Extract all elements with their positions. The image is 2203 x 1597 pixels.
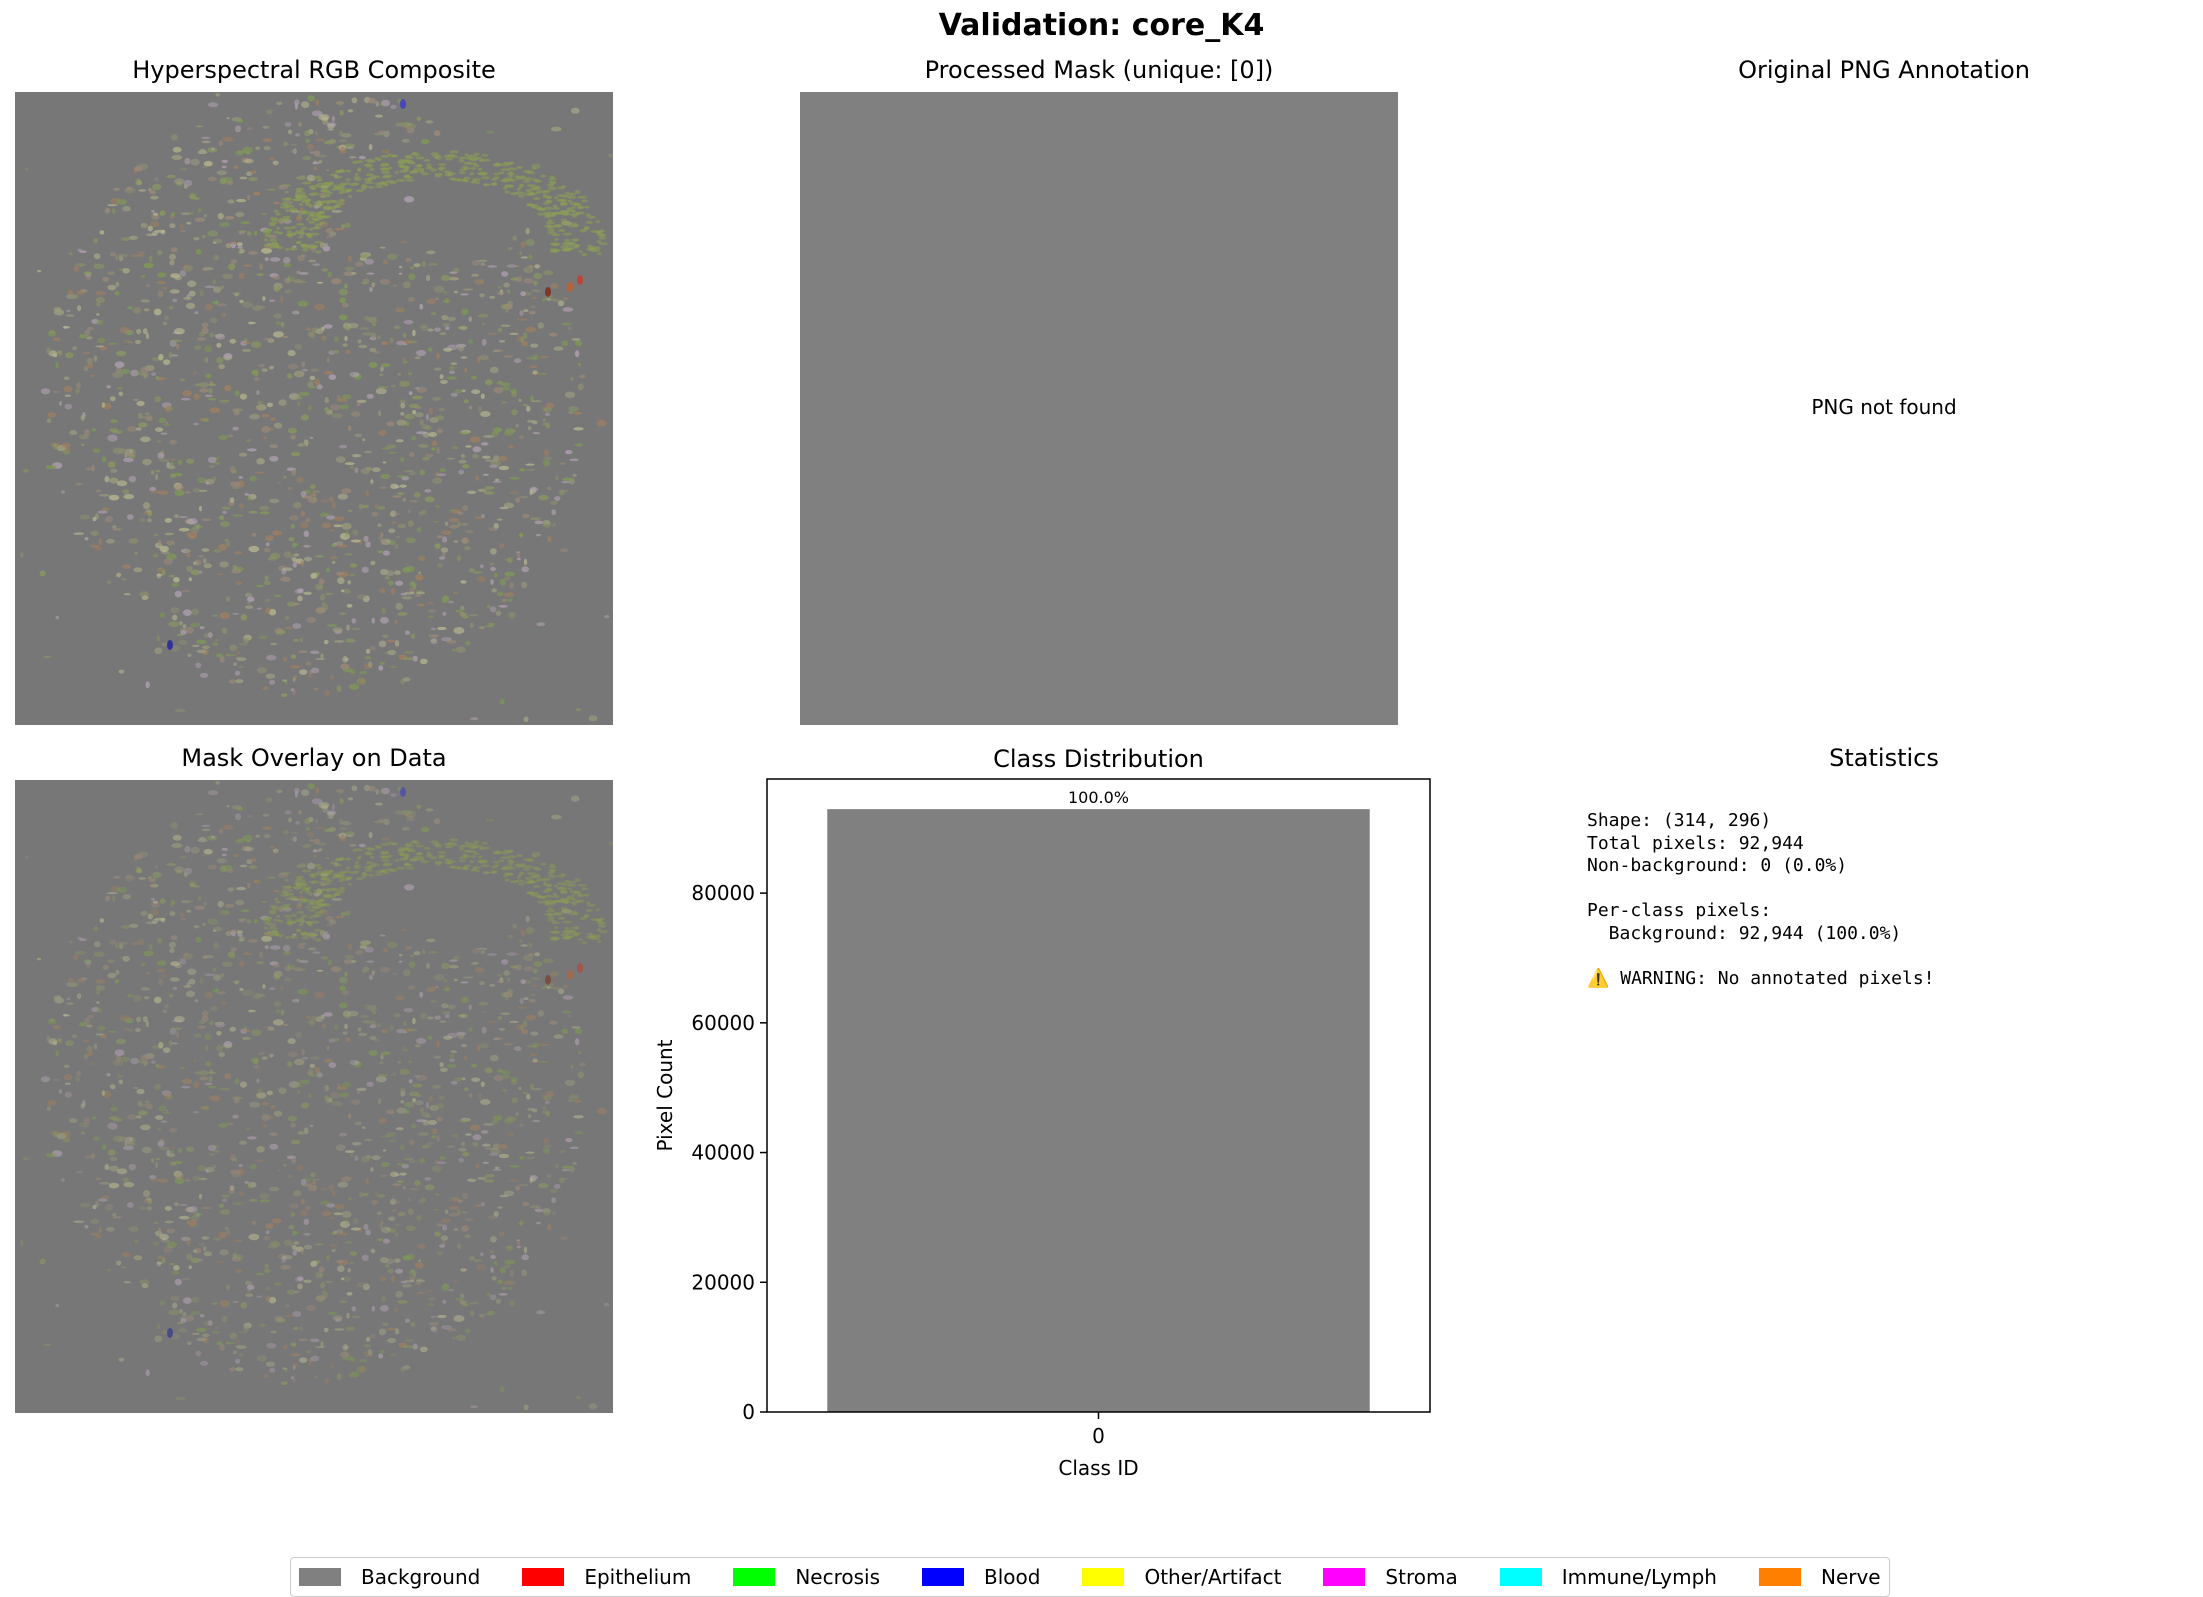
statistics-text: Shape: (314, 296) Total pixels: 92,944 N…: [1587, 810, 1935, 990]
legend-swatch: [922, 1568, 964, 1586]
png-not-found-message: PNG not found: [1811, 395, 1957, 419]
legend-label: Necrosis: [795, 1565, 880, 1589]
class-distribution-chart: Class Distribution 100.0% 0 0 20000 40000 6000…: [653, 745, 1431, 1480]
legend-swatch: [733, 1568, 776, 1586]
stat-shape: Shape: (314, 296): [1587, 810, 1772, 831]
y-tick-label: 60000: [691, 1011, 755, 1035]
legend-swatch: [1499, 1568, 1542, 1586]
figure-title: Validation: core_K4: [938, 8, 1265, 43]
stat-total-pixels: Total pixels: 92,944: [1587, 832, 1804, 854]
legend-swatch: [299, 1568, 341, 1586]
legend-item-blood: Blood: [922, 1565, 1040, 1589]
legend-item-epithelium: Epithelium: [522, 1565, 691, 1589]
stat-per-class-header: Per-class pixels:: [1587, 900, 1772, 921]
legend-label: Nerve: [1820, 1565, 1881, 1589]
legend-label: Background: [361, 1565, 481, 1589]
mask-overlay-image: [15, 780, 613, 1413]
legend-item-nerve: Nerve: [1758, 1565, 1881, 1589]
legend-item-immune-lymph: Immune/Lymph: [1499, 1565, 1717, 1589]
legend-item-background: Background: [299, 1565, 480, 1589]
warning-text: ⚠️ WARNING: No annotated pixels!: [1587, 967, 1935, 989]
tissue-texture: [20, 781, 613, 1411]
legend-swatch: [1758, 1568, 1801, 1586]
processed-mask-title: Processed Mask (unique: [0]): [924, 56, 1274, 84]
class-legend: Background Epithelium Necrosis Blood Other/A…: [290, 1557, 1890, 1597]
rgb-composite-title: Hyperspectral RGB Composite: [132, 56, 496, 84]
legend-item-necrosis: Necrosis: [733, 1565, 880, 1589]
statistics-title: Statistics: [1829, 744, 1939, 772]
legend-swatch: [522, 1568, 565, 1586]
bar-class-0: [827, 809, 1370, 1412]
chart-title: Class Distribution: [993, 745, 1204, 773]
legend-label: Stroma: [1385, 1565, 1458, 1589]
legend-label: Epithelium: [584, 1565, 692, 1589]
legend-item-stroma: Stroma: [1323, 1565, 1458, 1589]
legend-label: Other/Artifact: [1144, 1565, 1282, 1589]
y-tick-label: 80000: [691, 881, 755, 905]
x-axis-label: Class ID: [1058, 1456, 1138, 1480]
stat-per-class-background: Background: 92,944 (100.0%): [1587, 922, 1902, 944]
legend-swatch: [1323, 1568, 1366, 1586]
bar-percent-label: 100.0%: [1068, 788, 1129, 807]
legend-swatch: [1082, 1568, 1125, 1586]
legend-label: Immune/Lymph: [1561, 1565, 1717, 1589]
stat-non-background: Non-background: 0 (0.0%): [1587, 855, 1848, 876]
png-annotation-title: Original PNG Annotation: [1738, 56, 2030, 84]
rgb-composite-image: [15, 92, 613, 725]
processed-mask-image: [800, 92, 1398, 725]
tissue-texture: [20, 93, 613, 723]
plot-frame: [766, 778, 1431, 1413]
x-tick-label: 0: [1092, 1424, 1105, 1448]
y-tick-label: 40000: [691, 1141, 755, 1165]
y-tick-label: 0: [742, 1400, 755, 1424]
legend-item-other-artifact: Other/Artifact: [1082, 1565, 1281, 1589]
mask-overlay-title: Mask Overlay on Data: [181, 744, 447, 772]
y-axis-label: Pixel Count: [653, 1039, 677, 1151]
legend-label: Blood: [984, 1565, 1041, 1589]
y-tick-label: 20000: [691, 1270, 755, 1294]
